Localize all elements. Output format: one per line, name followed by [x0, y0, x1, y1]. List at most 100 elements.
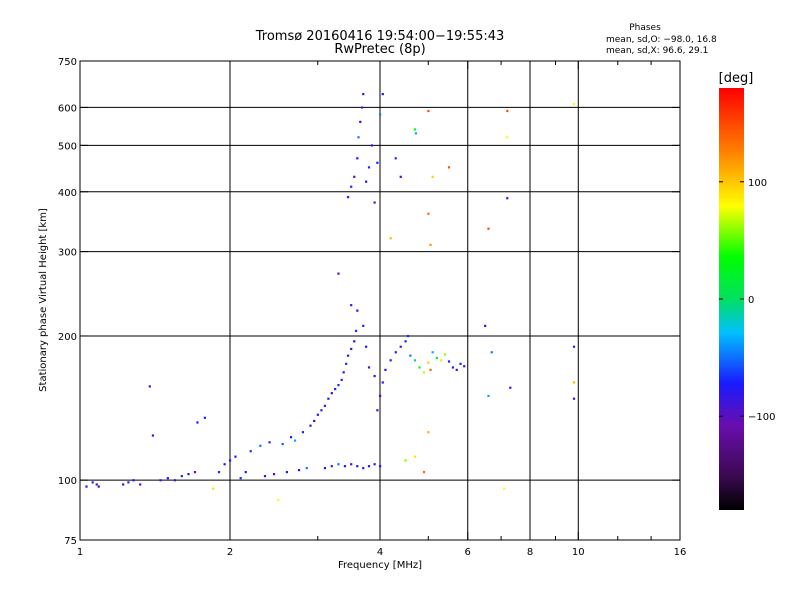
data-point — [148, 385, 151, 388]
data-point — [259, 444, 262, 447]
data-point — [399, 175, 402, 178]
data-point — [413, 359, 417, 362]
data-point — [376, 409, 379, 412]
data-point — [487, 394, 490, 398]
data-point — [272, 473, 276, 476]
data-point — [422, 371, 426, 374]
x-tick-label: 1 — [77, 547, 83, 558]
data-point — [193, 470, 197, 474]
data-point — [305, 467, 308, 470]
data-point — [350, 185, 353, 188]
data-point — [394, 351, 397, 354]
data-point — [439, 359, 443, 362]
data-point — [223, 463, 226, 466]
data-point — [367, 366, 371, 369]
data-point — [268, 441, 271, 444]
legend-title: Phases — [629, 23, 661, 33]
data-point — [572, 102, 576, 106]
data-point — [389, 359, 392, 362]
data-point — [85, 485, 88, 488]
y-tick-label: 750 — [58, 57, 77, 68]
data-point — [365, 345, 368, 348]
data-point — [373, 463, 376, 466]
data-point — [350, 304, 353, 307]
data-point — [234, 455, 237, 458]
data-point — [239, 477, 242, 480]
data-point — [447, 166, 451, 169]
data-point — [354, 329, 358, 333]
data-point — [345, 362, 348, 365]
data-point — [409, 354, 412, 357]
chart-title-line1: Tromsø 20160416 19:54:00−19:55:43 — [255, 29, 505, 44]
x-tick-label: 4 — [377, 547, 383, 558]
data-point — [330, 392, 333, 395]
data-point — [389, 237, 392, 240]
data-point — [447, 360, 451, 363]
colorbar-tick-label: 100 — [748, 178, 767, 189]
y-tick-label: 100 — [58, 476, 77, 487]
data-point — [463, 365, 466, 368]
y-tick-label: 600 — [58, 103, 77, 114]
data-point — [217, 470, 221, 474]
data-point — [376, 161, 379, 164]
colorbar-label: [deg] — [719, 71, 754, 86]
data-point — [360, 106, 364, 109]
data-point — [323, 404, 327, 407]
data-point — [353, 340, 356, 343]
y-axis-label: Stationary phase Virtual Height [km] — [38, 208, 49, 392]
data-point — [132, 479, 135, 482]
data-point — [313, 419, 316, 423]
data-point — [404, 340, 407, 343]
data-point — [413, 455, 417, 458]
data-point — [427, 109, 430, 113]
x-tick-label: 16 — [674, 547, 687, 558]
data-point — [406, 334, 410, 338]
data-point — [427, 361, 430, 364]
data-point — [263, 475, 267, 478]
chart-title-line2: RwPretec (8p) — [334, 42, 425, 57]
data-point — [346, 354, 350, 357]
data-point — [327, 397, 330, 400]
data-point — [353, 175, 356, 178]
data-point — [509, 386, 512, 389]
data-point — [346, 196, 350, 199]
data-point — [293, 439, 297, 442]
data-point — [413, 128, 417, 131]
data-point — [379, 394, 382, 398]
data-point — [435, 356, 438, 360]
data-point — [166, 477, 169, 480]
data-point — [381, 92, 384, 96]
data-point — [379, 465, 382, 468]
colorbar-ticks: 100 0 −100 — [719, 178, 775, 423]
data-point — [151, 434, 155, 437]
data-point — [285, 470, 288, 474]
data-point — [356, 465, 359, 468]
data-point — [95, 483, 98, 486]
y-tick-label: 500 — [58, 141, 77, 152]
data-point — [429, 368, 432, 371]
data-point — [180, 475, 183, 478]
x-tick-label: 2 — [227, 547, 233, 558]
data-point — [443, 353, 447, 356]
x-ticks: 1 2 4 6 8 10 16 — [77, 61, 687, 558]
y-tick-label: 400 — [58, 188, 77, 199]
data-point — [427, 431, 430, 434]
data-point — [320, 409, 323, 412]
x-tick-label: 10 — [572, 547, 585, 558]
legend-line-x: mean, sd,X: 96.6, 29.1 — [606, 46, 708, 56]
data-point — [350, 347, 353, 351]
data-point — [356, 309, 359, 312]
y-tick-label: 300 — [58, 248, 77, 259]
data-point — [229, 459, 232, 462]
data-point — [384, 368, 387, 371]
data-point — [356, 157, 359, 160]
data-point — [337, 272, 340, 275]
data-point — [289, 436, 293, 439]
data-point — [340, 378, 343, 381]
data-point — [429, 243, 432, 246]
data-point — [343, 465, 347, 468]
data-point — [301, 431, 305, 434]
data-point — [362, 467, 365, 470]
data-point — [394, 157, 397, 160]
